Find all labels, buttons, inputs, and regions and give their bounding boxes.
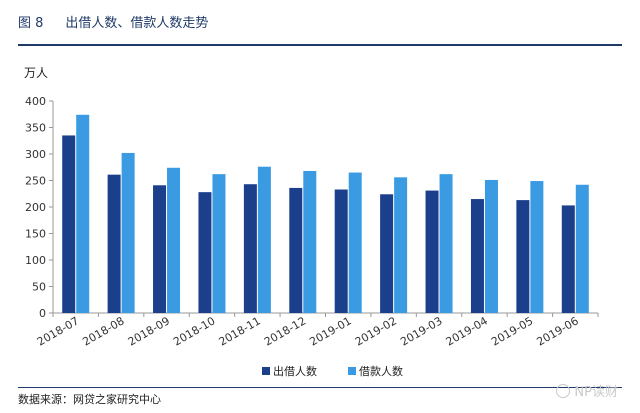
bar-lenders (380, 194, 394, 313)
chart-legend: 出借人数 借款人数 (262, 364, 403, 378)
chart-axes: 0 50 100 150 200 250 300 350 400 (25, 95, 599, 320)
x-tick-label: 2018-10 (171, 314, 217, 348)
bar-lenders (243, 184, 257, 313)
y-axis-unit-label: 万人 (24, 66, 49, 80)
legend-label: 借款人数 (359, 364, 403, 378)
source-note: 数据来源：网贷之家研究中心 (18, 393, 161, 406)
x-tick-label: 2019-01 (307, 314, 353, 348)
chart-bars (62, 114, 589, 313)
bar-lenders (198, 192, 212, 313)
chart-title: 出借人数、借款人数走势 (65, 16, 209, 31)
y-tick-label: 100 (25, 254, 46, 267)
bar-borrowers (530, 181, 544, 313)
watermark: NP读财 (556, 381, 618, 400)
header-divider (18, 44, 622, 46)
x-tick-label: 2018-09 (126, 314, 172, 348)
bar-borrowers (121, 152, 135, 313)
bar-lenders (62, 135, 76, 313)
x-tick-label: 2019-05 (489, 314, 535, 348)
bar-lenders (516, 200, 530, 313)
bar-lenders (334, 189, 348, 313)
bar-lenders (561, 205, 575, 313)
bar-lenders (153, 185, 167, 313)
footer-divider (18, 387, 622, 388)
bar-lenders (425, 190, 439, 313)
y-tick-label: 200 (25, 201, 46, 214)
x-tick-label: 2018-12 (262, 314, 308, 348)
y-tick-label: 350 (25, 122, 46, 135)
bar-lenders (470, 199, 484, 313)
x-tick-label: 2018-08 (80, 314, 126, 348)
bar-borrowers (575, 184, 589, 313)
y-tick-label: 250 (25, 175, 46, 188)
legend-swatch (262, 367, 270, 375)
y-tick-label: 0 (39, 307, 46, 320)
figure-header: 图 8 出借人数、借款人数走势 (18, 12, 208, 31)
x-tick-label: 2019-06 (534, 314, 580, 348)
x-tick-label: 2019-03 (398, 314, 444, 348)
x-tick-label: 2019-04 (444, 314, 490, 348)
bar-lenders (107, 174, 121, 313)
y-tick-label: 400 (25, 95, 46, 108)
bar-borrowers (167, 167, 181, 313)
y-tick-label: 300 (25, 148, 46, 161)
y-tick-label: 50 (32, 281, 46, 294)
bar-borrowers (212, 174, 226, 313)
bar-borrowers (257, 166, 271, 313)
bar-borrowers (484, 179, 498, 313)
bar-borrowers (76, 114, 90, 313)
y-tick-label: 150 (25, 228, 46, 241)
x-tick-labels: 2018-07 2018-08 2018-09 2018-10 2018-11 2018-… (35, 314, 581, 348)
x-tick-label: 2019-02 (353, 314, 399, 348)
bar-borrowers (348, 172, 362, 313)
x-tick-label: 2018-11 (217, 314, 263, 348)
bar-borrowers (303, 170, 317, 313)
bar-borrowers (394, 177, 408, 313)
legend-label: 出借人数 (273, 364, 317, 378)
bar-borrowers (439, 174, 453, 313)
bar-lenders (289, 187, 303, 313)
wechat-icon (556, 383, 571, 398)
watermark-text: NP读财 (574, 385, 618, 400)
figure-number: 图 8 (18, 16, 44, 31)
legend-swatch (348, 367, 356, 375)
